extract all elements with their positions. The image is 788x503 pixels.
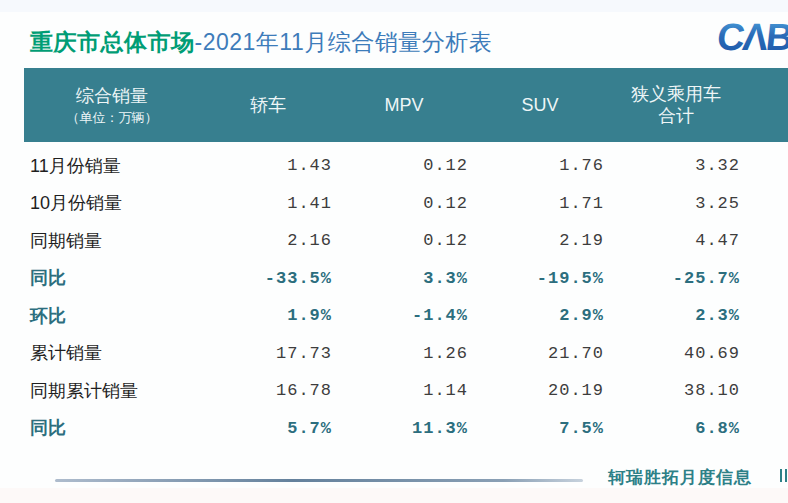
cell-suv: 21.70 bbox=[472, 344, 608, 363]
cell-npv-total: 6.8% bbox=[608, 419, 744, 438]
brand-logo-icon: CΛB bbox=[712, 12, 788, 60]
cell-sedan: 17.73 bbox=[200, 344, 336, 363]
cell-suv: 1.71 bbox=[472, 194, 608, 213]
table-row-oct-sales: 10月份销量 1.41 0.12 1.71 3.25 bbox=[24, 185, 788, 223]
table-header-row: 综合销量 （单位：万辆） 轿车 MPV SUV 狭义乘用车 合计 bbox=[24, 68, 788, 142]
footer-source-label: 轲瑞胜拓月度信息 bbox=[608, 466, 752, 489]
report-page: 重庆市总体市场-2021年11月综合销量分析表 CΛB 综合销量 （单位：万辆） bbox=[0, 0, 788, 503]
table-row-last-year-ytd-sales: 同期累计销量 16.78 1.14 20.19 38.10 bbox=[24, 372, 788, 410]
table-row-nov-sales: 11月份销量 1.43 0.12 1.76 3.32 bbox=[24, 147, 788, 185]
cell-mpv: 11.3% bbox=[336, 419, 472, 438]
top-strip bbox=[0, 0, 788, 12]
cell-npv-total: 3.32 bbox=[608, 156, 744, 175]
header-cell-mpv: MPV bbox=[336, 94, 472, 116]
row-label: 同期累计销量 bbox=[24, 379, 200, 403]
cell-suv: -19.5% bbox=[472, 269, 608, 288]
cell-suv: 2.9% bbox=[472, 306, 608, 325]
cell-suv: 20.19 bbox=[472, 381, 608, 400]
row-label: 11月份销量 bbox=[24, 154, 200, 178]
cell-mpv: 0.12 bbox=[336, 156, 472, 175]
header-cell-sedan: 轿车 bbox=[200, 94, 336, 116]
page-title-market: 重庆市总体市场 bbox=[30, 29, 195, 55]
header-cell-metric: 综合销量 （单位：万辆） bbox=[24, 85, 200, 126]
cell-sedan: 1.43 bbox=[200, 156, 336, 175]
bottom-strip bbox=[0, 488, 788, 503]
cell-npv-total: 3.25 bbox=[608, 194, 744, 213]
header-metric-unit: （单位：万辆） bbox=[67, 109, 158, 126]
cell-suv: 1.76 bbox=[472, 156, 608, 175]
clipped-character-fragment bbox=[780, 469, 788, 482]
cell-npv-total: 4.47 bbox=[608, 231, 744, 250]
table-row-yoy: 同比 -33.5% 3.3% -19.5% -25.7% bbox=[24, 260, 788, 298]
cell-sedan: 1.41 bbox=[200, 194, 336, 213]
cell-npv-total: 38.10 bbox=[608, 381, 744, 400]
cell-mpv: 3.3% bbox=[336, 269, 472, 288]
row-label: 同比 bbox=[24, 266, 200, 290]
svg-text:CΛB: CΛB bbox=[715, 16, 788, 58]
row-label: 环比 bbox=[24, 304, 200, 328]
cell-sedan: 2.16 bbox=[200, 231, 336, 250]
header-cell-suv: SUV bbox=[472, 94, 608, 116]
row-label: 10月份销量 bbox=[24, 191, 200, 215]
cell-mpv: 1.26 bbox=[336, 344, 472, 363]
table-body: 11月份销量 1.43 0.12 1.76 3.32 10月份销量 1.41 0… bbox=[24, 142, 788, 447]
cell-npv-total: -25.7% bbox=[608, 269, 744, 288]
table-row-ytd-sales: 累计销量 17.73 1.26 21.70 40.69 bbox=[24, 335, 788, 373]
cell-suv: 2.19 bbox=[472, 231, 608, 250]
row-label: 累计销量 bbox=[24, 341, 200, 365]
cell-mpv: -1.4% bbox=[336, 306, 472, 325]
row-label: 同比 bbox=[24, 416, 200, 440]
cell-npv-total: 2.3% bbox=[608, 306, 744, 325]
table-row-last-year-sales: 同期销量 2.16 0.12 2.19 4.47 bbox=[24, 222, 788, 260]
header-cell-npv-total: 狭义乘用车 合计 bbox=[608, 83, 744, 127]
row-label: 同期销量 bbox=[24, 229, 200, 253]
cell-sedan: 1.9% bbox=[200, 306, 336, 325]
cell-mpv: 0.12 bbox=[336, 231, 472, 250]
sales-table: 综合销量 （单位：万辆） 轿车 MPV SUV 狭义乘用车 合计 11月份销量 … bbox=[24, 68, 788, 447]
table-row-ytd-yoy: 同比 5.7% 11.3% 7.5% 6.8% bbox=[24, 410, 788, 448]
cell-mpv: 0.12 bbox=[336, 194, 472, 213]
page-title-period: -2021年11月综合销量分析表 bbox=[195, 29, 493, 55]
cell-suv: 7.5% bbox=[472, 419, 608, 438]
footer-divider bbox=[55, 479, 583, 482]
cell-sedan: -33.5% bbox=[200, 269, 336, 288]
cell-npv-total: 40.69 bbox=[608, 344, 744, 363]
table-row-mom: 环比 1.9% -1.4% 2.9% 2.3% bbox=[24, 297, 788, 335]
cell-mpv: 1.14 bbox=[336, 381, 472, 400]
cell-sedan: 5.7% bbox=[200, 419, 336, 438]
header-metric-title: 综合销量 bbox=[76, 85, 148, 107]
cell-sedan: 16.78 bbox=[200, 381, 336, 400]
page-title: 重庆市总体市场-2021年11月综合销量分析表 bbox=[30, 27, 492, 59]
